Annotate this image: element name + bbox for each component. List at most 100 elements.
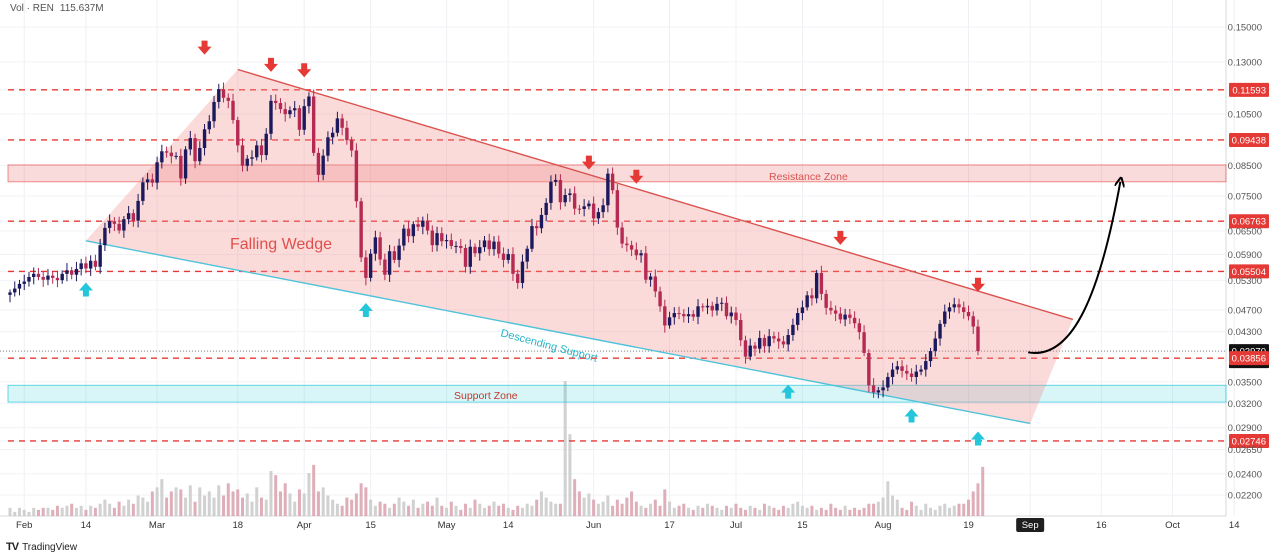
volume-bar: [359, 483, 363, 516]
candle-body: [876, 390, 881, 393]
volume-bar: [473, 499, 477, 516]
candle-body: [905, 370, 909, 374]
volume-bar: [430, 505, 434, 516]
volume-bar: [388, 507, 392, 516]
candle-body: [112, 221, 117, 224]
candle-body: [724, 302, 729, 317]
candle-body: [862, 332, 866, 353]
candle-body: [568, 193, 572, 196]
volume-bar: [834, 507, 838, 516]
volume-bar: [245, 493, 249, 516]
price-zones: [7, 164, 1227, 403]
candle-body: [928, 351, 933, 362]
candle-body: [672, 313, 676, 318]
volume-bar: [236, 489, 240, 516]
volume-bar: [350, 499, 354, 516]
volume-bar: [805, 507, 809, 516]
candle-body: [278, 103, 283, 110]
volume-bar: [354, 493, 358, 516]
candle-body: [881, 387, 885, 391]
candle-body: [976, 326, 980, 352]
volume-bar: [615, 499, 619, 516]
time-tick-label: 14: [1229, 520, 1240, 531]
price-tick-label: 0.07500: [1228, 191, 1262, 202]
falling-wedge: [85, 68, 1120, 425]
candle-body: [482, 240, 487, 248]
volume-bar: [226, 483, 230, 516]
price-tag-label: 0.05504: [1232, 267, 1266, 278]
price-axis[interactable]: 0.15000 0.13000 0.11593 0.10500 0.09438 0.085…: [1228, 23, 1269, 502]
candle-body: [667, 317, 672, 326]
volume-bar: [169, 491, 173, 516]
candle-body: [117, 223, 121, 231]
candle-body: [962, 307, 966, 313]
price-tag: [1229, 132, 1269, 147]
price-tag: [1229, 214, 1269, 229]
volume-bar: [862, 507, 866, 516]
support-touch-arrow-icon: [781, 384, 796, 399]
candle-body: [459, 245, 463, 248]
time-tick-label: 16: [1096, 520, 1107, 531]
volume-bar: [60, 507, 64, 516]
candle-body: [440, 233, 444, 242]
resistance-touch-arrow-icon: [970, 277, 985, 292]
volume-bar: [748, 505, 752, 516]
volume-bar: [691, 509, 695, 516]
volume-bar: [131, 503, 135, 516]
candle-body: [36, 273, 41, 277]
candle-body: [349, 140, 354, 151]
candle-body: [22, 281, 26, 284]
candle-body: [421, 220, 425, 227]
support-touch-arrow-icon: [970, 431, 985, 446]
candle-body: [909, 373, 914, 377]
candle-body: [516, 273, 520, 283]
volume-bar: [966, 499, 970, 516]
candle-body: [682, 314, 686, 317]
volume-bar: [487, 505, 491, 516]
candle-body: [207, 121, 211, 130]
volume-bar: [13, 511, 17, 516]
candle-body: [449, 240, 453, 246]
candle-body: [302, 106, 306, 130]
volume-bar: [326, 495, 330, 516]
volume-bar: [715, 507, 719, 516]
volume-bar: [843, 505, 847, 516]
volume-bar: [563, 381, 567, 516]
candle-body: [971, 316, 975, 327]
tradingview-branding[interactable]: TV TradingView: [6, 541, 77, 553]
candle-body: [634, 249, 639, 256]
candle-body: [307, 96, 311, 107]
volume-bar: [739, 507, 743, 516]
price-tick-label: 0.10500: [1228, 109, 1262, 120]
candle-body: [705, 305, 710, 308]
volume-bar: [743, 509, 747, 516]
volume-bar: [753, 507, 757, 516]
time-tick-label: 14: [503, 520, 514, 531]
volume-bar: [93, 507, 97, 516]
current-date-tag: [1016, 518, 1045, 532]
volume-bar: [962, 503, 966, 516]
candle-body: [383, 259, 387, 275]
candle-body: [838, 313, 843, 320]
volume-bar: [231, 491, 235, 516]
time-axis[interactable]: Feb 14 Mar 18 Apr 15 May 14 Jun 17 Jul 15 Aug 19 Sep 16…: [16, 518, 1239, 532]
volume-bar: [321, 487, 325, 516]
volume-bar: [772, 507, 776, 516]
volume-bar: [952, 505, 956, 516]
candle-body: [17, 283, 22, 289]
volume-bar: [89, 505, 93, 516]
price-tick-label: 0.05300: [1228, 276, 1262, 287]
candle-body: [852, 317, 857, 324]
candle-body: [103, 227, 107, 246]
volume-bar: [943, 503, 947, 516]
volume-bar: [364, 487, 368, 516]
candle-body: [8, 292, 12, 295]
candle-body: [800, 307, 805, 314]
volume-bar: [122, 505, 126, 516]
candle-body: [549, 181, 553, 203]
resistance-touch-arrow-icon: [197, 40, 212, 55]
volume-bar: [397, 497, 401, 516]
volume-bar: [800, 505, 804, 516]
candle-body: [293, 108, 297, 111]
